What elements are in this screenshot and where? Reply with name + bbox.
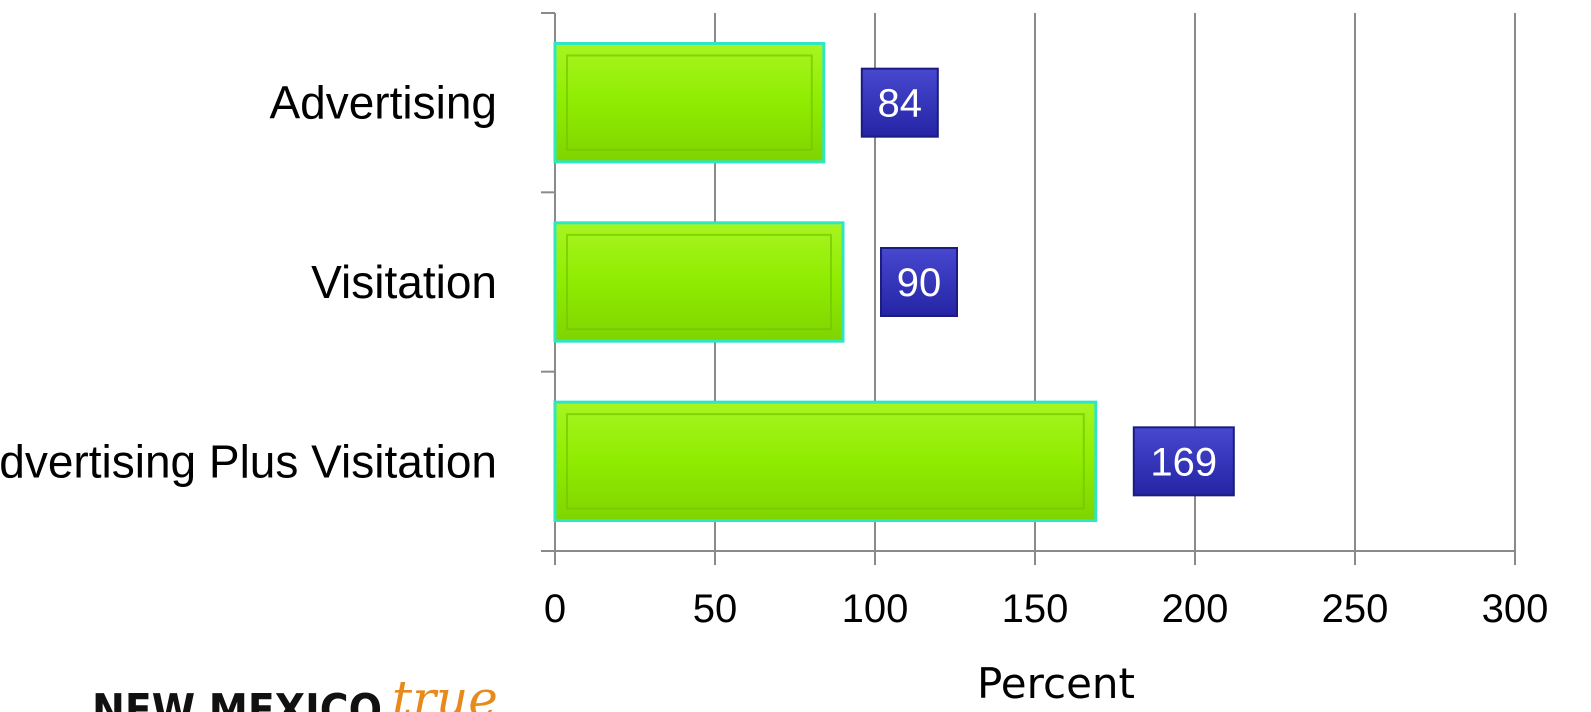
data-label: 169 [1150,440,1217,484]
data-label: 90 [897,261,942,305]
bar [553,400,1098,523]
bar-bevel [566,54,813,151]
x-axis-title: Percent [977,659,1135,708]
bar [553,41,826,164]
logo: NEW MEXICO true [92,670,498,712]
x-tick-label: 0 [544,587,566,631]
x-tick-labels: 0 50 100 150 200 250 300 [544,587,1549,631]
x-tick-label: 100 [842,587,909,631]
bar [553,221,845,343]
x-tick-label: 150 [1002,587,1069,631]
data-label-box [860,67,939,138]
logo-main-text: NEW MEXICO [92,685,382,712]
x-tick-label: 200 [1162,587,1229,631]
category-label: Visitation [311,256,497,308]
data-label-box [880,247,958,317]
x-tick-label: 300 [1482,587,1549,631]
bar-bevel [566,413,1085,510]
data-label-box [1132,426,1235,497]
data-label: 84 [878,82,923,126]
x-tick-label: 250 [1322,587,1389,631]
logo-script-text: true [392,670,498,712]
data-labels: 84 90 169 [860,67,1235,497]
x-tick-label: 50 [693,587,738,631]
bars [553,41,1098,523]
category-labels: Advertising Visitation Advertising Plus Vi… [0,77,497,488]
bar-bevel [566,233,832,331]
category-label: Advertising Plus Visitation [0,435,497,487]
category-label: Advertising [269,77,497,129]
